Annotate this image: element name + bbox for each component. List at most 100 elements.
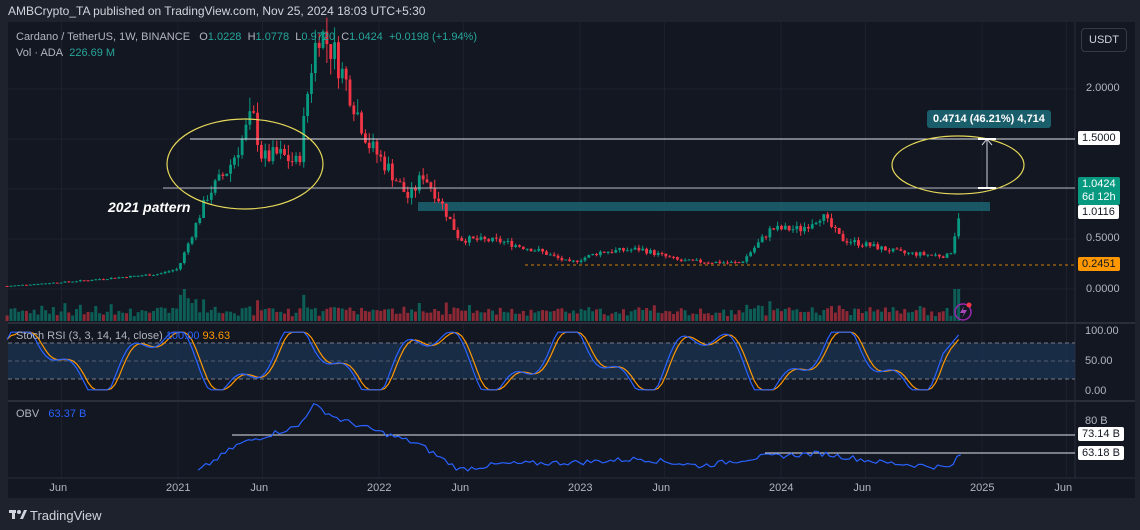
- candle: [51, 282, 55, 284]
- candle: [498, 238, 502, 243]
- candle: [217, 174, 221, 181]
- time-tick: 2024: [769, 482, 794, 494]
- support-price-label: 0.2451: [1078, 257, 1120, 271]
- candle: [556, 255, 560, 258]
- lightning-icon[interactable]: [954, 303, 972, 321]
- volume-bar: [367, 311, 371, 321]
- volume-bar: [502, 311, 506, 321]
- pattern-ellipse-2021[interactable]: [166, 118, 324, 210]
- demand-zone[interactable]: [418, 202, 990, 211]
- volume-bar: [806, 311, 810, 321]
- volume-bar: [830, 306, 834, 321]
- volume-bar: [190, 302, 194, 321]
- candle: [206, 199, 209, 201]
- volume-bar: [598, 308, 602, 321]
- volume-bar: [78, 304, 82, 321]
- volume-bar: [271, 308, 275, 321]
- volume-bar: [910, 311, 914, 321]
- bar-countdown: 6d 12h: [1082, 191, 1116, 203]
- volume-bar: [595, 309, 599, 321]
- stoch-title[interactable]: Stoch RSI (3, 3, 14, 14, close): [16, 330, 163, 342]
- volume-bar: [194, 299, 198, 321]
- candle: [460, 237, 464, 241]
- candle: [672, 256, 675, 258]
- volume-bar: [791, 310, 795, 321]
- volume-bar: [121, 312, 125, 321]
- volume-bar: [471, 312, 475, 321]
- candle: [845, 241, 849, 243]
- candle: [887, 250, 891, 252]
- volume-bar: [610, 313, 614, 321]
- candle: [267, 150, 271, 162]
- candle: [317, 42, 321, 48]
- candle: [756, 242, 760, 248]
- volume-bar: [340, 308, 344, 321]
- candle: [398, 181, 402, 183]
- candle: [510, 240, 514, 247]
- volume-bar: [128, 308, 132, 321]
- volume-bar: [40, 305, 44, 321]
- candle: [945, 253, 949, 258]
- candle: [321, 31, 325, 48]
- candle: [760, 236, 764, 243]
- volume-bar: [779, 311, 783, 321]
- candle: [121, 277, 125, 279]
- pattern-ellipse-2024[interactable]: [891, 135, 1025, 195]
- volume-bar: [379, 310, 383, 321]
- volume-bar: [5, 315, 9, 321]
- volume-bar: [876, 309, 880, 321]
- volume-bar: [105, 311, 109, 321]
- pattern-annotation[interactable]: 2021 pattern: [108, 199, 191, 215]
- candle: [491, 237, 494, 242]
- candle: [144, 274, 148, 276]
- candle: [818, 220, 822, 223]
- candle: [814, 222, 818, 225]
- volume-bar: [637, 307, 641, 321]
- volume-bar: [675, 311, 679, 321]
- tradingview-logo-icon: [9, 510, 27, 519]
- volume-bar: [248, 306, 252, 321]
- volume-bar: [891, 307, 895, 321]
- volume-bar: [317, 315, 321, 321]
- volume-bar: [21, 310, 25, 321]
- candle: [82, 280, 86, 282]
- candle: [695, 259, 699, 261]
- volume-bar: [729, 310, 733, 321]
- candle: [841, 233, 845, 242]
- volume-bar: [568, 313, 572, 321]
- price-tick: 2.0000: [1086, 82, 1120, 94]
- candle: [930, 254, 934, 256]
- candle: [687, 259, 691, 261]
- candle: [753, 247, 756, 253]
- volume-bar: [907, 312, 911, 321]
- candle: [629, 249, 633, 251]
- candle: [364, 133, 367, 143]
- volume-bar: [521, 310, 525, 321]
- volume-bar: [356, 314, 360, 321]
- candle: [421, 175, 425, 180]
- volume-bar: [387, 309, 391, 321]
- candle: [468, 236, 471, 243]
- measure-label[interactable]: 0.4714 (46.21%) 4,714: [927, 110, 1051, 128]
- currency-button[interactable]: USDT: [1081, 28, 1127, 52]
- price-tick: 0.5000: [1086, 232, 1120, 244]
- candle: [718, 261, 722, 264]
- candle: [826, 214, 830, 219]
- obv-title[interactable]: OBV: [16, 408, 40, 420]
- volume-bar: [290, 316, 294, 321]
- time-tick: Jun: [451, 482, 470, 494]
- symbol-name[interactable]: Cardano / TetherUS, 1W, BINANCE: [16, 31, 191, 43]
- candle: [884, 246, 887, 251]
- volume-bar: [483, 312, 487, 321]
- candle: [598, 251, 602, 256]
- tradingview-brand[interactable]: TradingView: [30, 508, 102, 523]
- candle: [572, 260, 575, 262]
- close-label: C: [341, 31, 350, 43]
- volume-bar: [872, 311, 876, 321]
- candle: [394, 180, 398, 182]
- candle: [799, 226, 803, 232]
- candle: [86, 280, 90, 282]
- candle: [13, 285, 17, 287]
